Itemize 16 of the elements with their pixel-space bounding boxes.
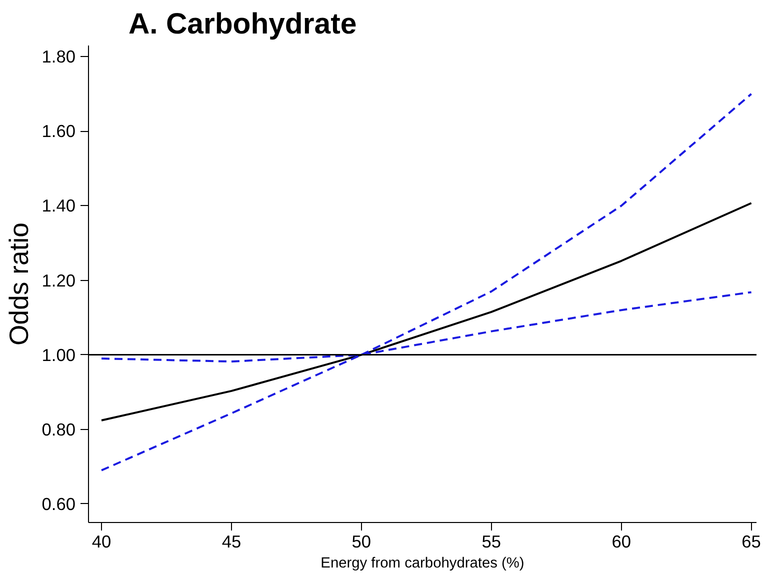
x-tick-label: 40 (92, 532, 112, 552)
y-tick-label: 0.80 (42, 419, 76, 440)
y-tick-label: 1.80 (42, 46, 76, 67)
y-tick-label: 1.20 (42, 270, 76, 290)
y-tick-label: 1.40 (42, 196, 76, 216)
x-tick-label: 50 (352, 532, 372, 552)
x-tick-label: 55 (482, 532, 502, 552)
x-tick-label: 60 (612, 532, 631, 552)
x-tick-label: 45 (222, 532, 242, 552)
y-axis-title: Odds ratio (4, 222, 34, 346)
x-axis-title: Energy from carbohydrates (%) (320, 556, 524, 572)
y-tick-label: 0.60 (42, 494, 76, 514)
chart-title: A. Carbohydrate (128, 8, 357, 40)
x-tick-label: 65 (742, 532, 761, 552)
y-tick-label: 1.00 (42, 344, 76, 365)
y-tick-label: 1.60 (42, 121, 76, 142)
